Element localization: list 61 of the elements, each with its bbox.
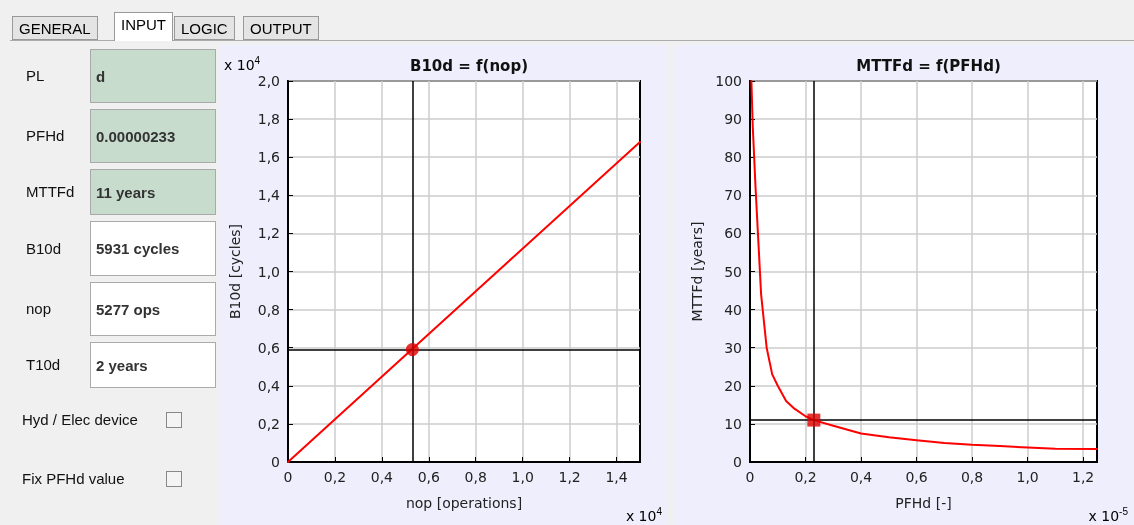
text: OUTPUT (243, 16, 319, 40)
y-tick-label: 0,6 (257, 339, 281, 356)
text: T10d (26, 356, 61, 373)
line-series (750, 80, 1098, 451)
y-tick-label: 0,4 (257, 377, 281, 394)
y-axis-title: B10d [cycles] (227, 223, 243, 320)
x-tick-label: 0,6 (905, 469, 928, 485)
x-tick-label: 0,2 (794, 469, 817, 485)
text: LOGIC (174, 16, 235, 40)
text: 11 years (90, 169, 216, 215)
y-axis-title: MTTFd [years] (689, 221, 705, 322)
y-tick-label: 1,0 (257, 263, 280, 280)
x-tick-label: 1,0 (1016, 469, 1039, 485)
text: PL (26, 67, 45, 84)
x-tick-label: 0 (283, 469, 293, 485)
x-tick-label: 1,4 (605, 469, 628, 485)
y-tick-label: 2,0 (257, 73, 280, 89)
text: 0.00000233 (90, 109, 216, 163)
x-tick-label: 0 (745, 469, 755, 485)
y-tick-label: 1,8 (257, 111, 280, 128)
y-tick-label: 90 (724, 111, 742, 128)
y-tick-label: 1,6 (257, 149, 281, 166)
text: PFHd (26, 127, 65, 144)
x-tick-label: 0,2 (323, 469, 347, 485)
x-tick-label: 1,2 (558, 469, 581, 485)
text: d (90, 49, 216, 103)
text: Hyd / Elec device (22, 411, 138, 428)
text: 2 years (90, 342, 216, 388)
y-tick-label: 0,2 (257, 415, 280, 432)
text: B10d (26, 239, 62, 257)
x-tick-label: 0,6 (417, 469, 441, 485)
text: 5931 cycles (90, 221, 216, 276)
text: MTTFd (26, 183, 75, 200)
y-tick-label: 10 (724, 415, 742, 432)
x-tick-label: 0,4 (849, 469, 873, 485)
y-tick-label: 80 (724, 149, 742, 166)
y-tick-label: 70 (724, 187, 742, 204)
y-tick-label: 50 (724, 263, 742, 280)
x-tick-label: 1,0 (511, 469, 534, 485)
y-tick-label: 1,2 (257, 225, 280, 242)
text: 5277 ops (90, 282, 216, 336)
text: Fix PFHd value (22, 470, 125, 487)
chart-title: B10d = f(nop) (409, 56, 529, 75)
chart-title: MTTFd = f(PFHd) (856, 56, 1001, 75)
y-tick-label: 60 (724, 225, 742, 242)
y-tick-label: 0,8 (257, 301, 280, 318)
y-tick-label: 0 (271, 454, 280, 470)
x-tick-label: 0,8 (960, 469, 984, 485)
x-tick-label: 0,8 (464, 469, 487, 485)
x-tick-label: 1,2 (1071, 469, 1095, 485)
y-tick-label: 30 (724, 339, 742, 356)
y-tick-label: 0 (733, 454, 742, 470)
y-tick-label: 40 (724, 301, 742, 318)
x-axis-title: nop [operations] (405, 495, 523, 511)
x-axis-title: PFHd [-] (895, 495, 952, 511)
y-tick-label: 20 (724, 377, 742, 394)
y-tick-label: 100 (715, 73, 742, 89)
y-tick-label: 1,4 (257, 187, 281, 204)
text: GENERAL (12, 16, 98, 40)
x-tick-label: 0,4 (370, 469, 394, 485)
text: nop (26, 300, 52, 317)
